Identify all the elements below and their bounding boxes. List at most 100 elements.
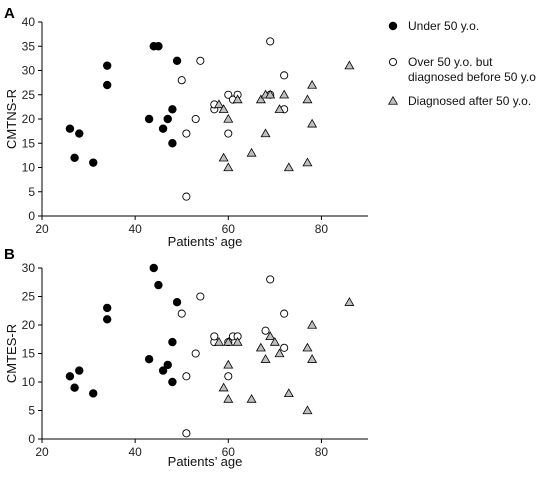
y-tick-label: 20 — [22, 112, 36, 126]
data-point-open-circle — [177, 76, 186, 85]
y-tick-label: 30 — [22, 64, 36, 78]
x-axis-label: Patients’ age — [168, 234, 243, 249]
x-axis-label: Patients’ age — [168, 454, 243, 469]
y-tick-label: 35 — [22, 39, 36, 53]
x-tick-label: 60 — [222, 445, 236, 459]
data-point-filled-circle — [102, 315, 112, 324]
data-point-triangle — [283, 388, 294, 398]
data-point-triangle — [265, 89, 276, 99]
panel-letter: B — [4, 246, 15, 263]
data-point-open-circle — [224, 90, 233, 99]
data-point-open-circle — [182, 192, 191, 201]
data-point-triangle — [283, 162, 294, 172]
data-point-open-circle — [266, 37, 275, 46]
data-point-triangle — [213, 99, 224, 109]
data-point-triangle — [246, 147, 257, 157]
data-point-filled-circle — [149, 263, 158, 273]
data-point-filled-circle — [65, 124, 75, 133]
data-point-open-circle — [224, 372, 233, 381]
data-point-filled-circle — [75, 366, 84, 375]
y-tick-label: 5 — [28, 404, 35, 418]
data-point-filled-circle — [144, 355, 154, 364]
y-tick-label: 5 — [28, 185, 35, 199]
data-point-open-circle — [182, 429, 191, 438]
data-point-open-circle — [210, 332, 219, 341]
data-point-filled-circle — [163, 114, 172, 124]
data-point-open-circle — [280, 309, 289, 318]
data-point-open-circle — [280, 343, 289, 352]
data-point-filled-circle — [102, 80, 112, 90]
x-tick-label: 40 — [128, 445, 142, 459]
data-point-open-circle — [191, 349, 200, 358]
chart-panel-a: A 0 5 10 15 20 25 30 35 40 20 40 60 80 Patients’ age CM… — [4, 5, 368, 249]
chart-panel-b: B 0 5 10 15 20 25 30 20 40 60 80 Patients’ age CMTES-… — [4, 246, 368, 469]
x-tick-label: 60 — [222, 222, 236, 236]
data-point-filled-circle — [168, 377, 177, 387]
data-point-filled-circle — [172, 56, 182, 65]
data-point-triangle — [223, 336, 234, 346]
series-open-circle — [177, 37, 289, 201]
legend-label: Over 50 y.o. but — [408, 55, 493, 69]
data-point-triangle — [232, 336, 243, 346]
data-point-filled-circle — [89, 158, 98, 167]
data-point-triangle — [307, 319, 318, 329]
data-point-triangle — [218, 382, 229, 392]
y-tick-label: 20 — [22, 318, 36, 332]
y-tick-label: 10 — [22, 375, 36, 389]
data-point-triangle — [302, 405, 313, 415]
y-tick-label: 30 — [22, 261, 36, 275]
data-point-open-circle — [224, 129, 233, 138]
y-tick-label: 0 — [28, 209, 35, 223]
data-point-filled-circle — [102, 61, 112, 70]
data-point-open-circle — [280, 71, 289, 80]
data-point-open-circle — [177, 309, 186, 318]
data-point-triangle — [260, 354, 271, 363]
data-point-triangle — [302, 94, 313, 104]
series-filled-circle — [65, 263, 182, 398]
legend-marker-filled-circle — [388, 21, 398, 31]
x-tick-label: 40 — [128, 222, 142, 236]
data-point-filled-circle — [158, 366, 168, 375]
data-point-filled-circle — [65, 372, 75, 381]
y-tick-label: 15 — [22, 347, 36, 361]
y-axis-label: CMTNS-R — [4, 89, 19, 149]
data-point-filled-circle — [158, 124, 168, 133]
data-point-filled-circle — [144, 114, 154, 124]
data-point-open-circle — [191, 114, 200, 124]
x-tick-label: 80 — [315, 222, 329, 236]
data-point-triangle — [218, 104, 229, 113]
y-tick-label: 25 — [22, 290, 36, 304]
x-tick-label: 80 — [315, 445, 329, 459]
y-tick-label: 0 — [28, 432, 35, 446]
data-point-triangle — [344, 60, 355, 70]
data-point-triangle — [307, 354, 318, 363]
data-point-filled-circle — [89, 389, 98, 398]
data-point-triangle — [223, 162, 234, 172]
series-triangle — [213, 60, 355, 172]
y-tick-label: 10 — [22, 161, 36, 175]
data-point-triangle — [232, 94, 243, 104]
data-point-triangle — [307, 79, 318, 89]
data-point-open-circle — [196, 292, 205, 301]
data-point-open-circle — [182, 129, 191, 138]
x-tick-label: 20 — [35, 445, 49, 459]
y-tick-label: 40 — [22, 15, 36, 29]
data-point-triangle — [274, 348, 285, 358]
data-point-filled-circle — [168, 337, 177, 347]
data-point-triangle — [279, 89, 290, 99]
data-point-filled-circle — [70, 153, 79, 162]
data-point-triangle — [213, 336, 224, 346]
panel-letter: A — [4, 5, 15, 22]
data-point-triangle — [274, 104, 285, 113]
legend-label: diagnosed before 50 y.o. — [408, 70, 536, 84]
data-point-triangle — [307, 118, 318, 128]
data-point-filled-circle — [102, 303, 112, 313]
data-point-filled-circle — [168, 139, 177, 148]
data-point-open-circle — [266, 275, 275, 284]
data-point-triangle — [223, 393, 234, 403]
y-tick-label: 25 — [22, 88, 36, 102]
data-point-filled-circle — [154, 280, 163, 290]
data-point-triangle — [265, 331, 276, 341]
series-open-circle — [177, 275, 289, 438]
